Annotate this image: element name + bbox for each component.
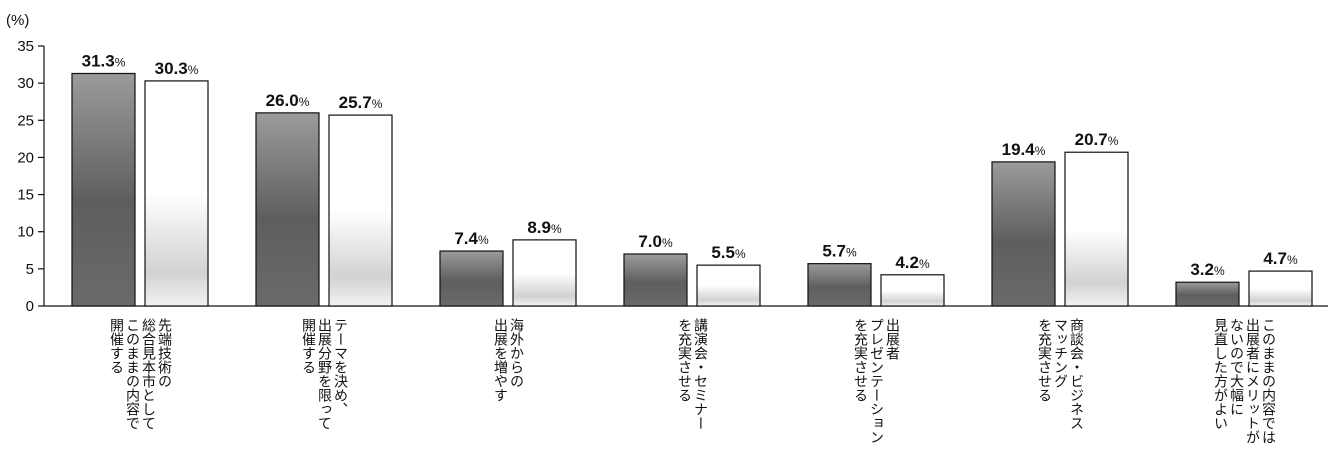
y-tick-label: 20 bbox=[17, 149, 34, 166]
y-tick-label: 25 bbox=[17, 112, 34, 129]
y-tick-label: 10 bbox=[17, 224, 34, 241]
category-label-line: を充実させる bbox=[1036, 318, 1052, 402]
category-label-line: 出展分野を限って bbox=[316, 318, 332, 430]
data-label: 19.4% bbox=[1002, 140, 1046, 159]
y-tick-label: 0 bbox=[26, 298, 34, 315]
data-label: 4.2% bbox=[895, 253, 930, 272]
bar-series-2 bbox=[144, 80, 209, 307]
category-label-line: ないので大幅に bbox=[1228, 318, 1244, 416]
category-label-line: を充実させる bbox=[676, 318, 692, 402]
y-tick-label: 35 bbox=[17, 38, 34, 55]
data-label: 4.7% bbox=[1263, 249, 1298, 268]
data-label: 5.5% bbox=[711, 243, 746, 262]
bar-series-2 bbox=[696, 264, 761, 307]
category-label-line: 出展者 bbox=[884, 318, 900, 360]
category-label-line: 出展者にメリットが bbox=[1244, 318, 1260, 444]
bar-series-1 bbox=[1175, 281, 1240, 307]
category-label-line: このままの内容では bbox=[1260, 318, 1276, 444]
category-label-line: 開催する bbox=[300, 318, 316, 374]
bar-series-1 bbox=[991, 161, 1056, 307]
category-label-line: 開催する bbox=[108, 318, 124, 374]
category-label-line: 見直した方がよい bbox=[1212, 318, 1228, 430]
category-label-line: マッチング bbox=[1052, 318, 1068, 388]
bar-series-2 bbox=[328, 114, 393, 307]
y-tick-label: 30 bbox=[17, 75, 34, 92]
data-label: 5.7% bbox=[822, 242, 857, 261]
y-unit-label: (%) bbox=[6, 12, 29, 29]
category-label-line: プレゼンテーション bbox=[868, 318, 884, 444]
bar-series-1 bbox=[255, 112, 320, 307]
bar-series-1 bbox=[623, 253, 688, 307]
category-label-line: 総合見本市として bbox=[140, 318, 156, 430]
y-tick-label: 15 bbox=[17, 187, 34, 204]
category-label-line: 先端技術の bbox=[156, 318, 172, 388]
category-label-line: 出展を増やす bbox=[492, 318, 508, 402]
bar-series-2 bbox=[880, 274, 945, 307]
category-label-line: 講演会・セミナー bbox=[692, 318, 708, 430]
bar-series-1 bbox=[71, 72, 136, 307]
category-label-line: このままの内容で bbox=[124, 318, 140, 430]
data-label: 3.2% bbox=[1190, 260, 1225, 279]
data-label: 30.3% bbox=[155, 59, 199, 78]
category-label-line: 海外からの bbox=[508, 318, 524, 388]
data-label: 8.9% bbox=[527, 218, 562, 237]
data-label: 31.3% bbox=[82, 51, 126, 70]
data-label: 20.7% bbox=[1075, 130, 1119, 149]
y-tick-label: 5 bbox=[26, 261, 34, 278]
data-label: 7.4% bbox=[454, 229, 489, 248]
bar-series-1 bbox=[439, 250, 504, 307]
category-label-line: テーマを決め、 bbox=[332, 318, 348, 416]
bar-series-2 bbox=[1064, 151, 1129, 307]
category-label-line: を充実させる bbox=[852, 318, 868, 402]
bar-series-2 bbox=[512, 239, 577, 307]
bar-series-1 bbox=[807, 263, 872, 307]
data-label: 25.7% bbox=[339, 93, 383, 112]
category-label-line: 商談会・ビジネス bbox=[1068, 318, 1084, 430]
bar-series-2 bbox=[1248, 270, 1313, 307]
data-label: 7.0% bbox=[638, 232, 673, 251]
data-label: 26.0% bbox=[266, 91, 310, 110]
